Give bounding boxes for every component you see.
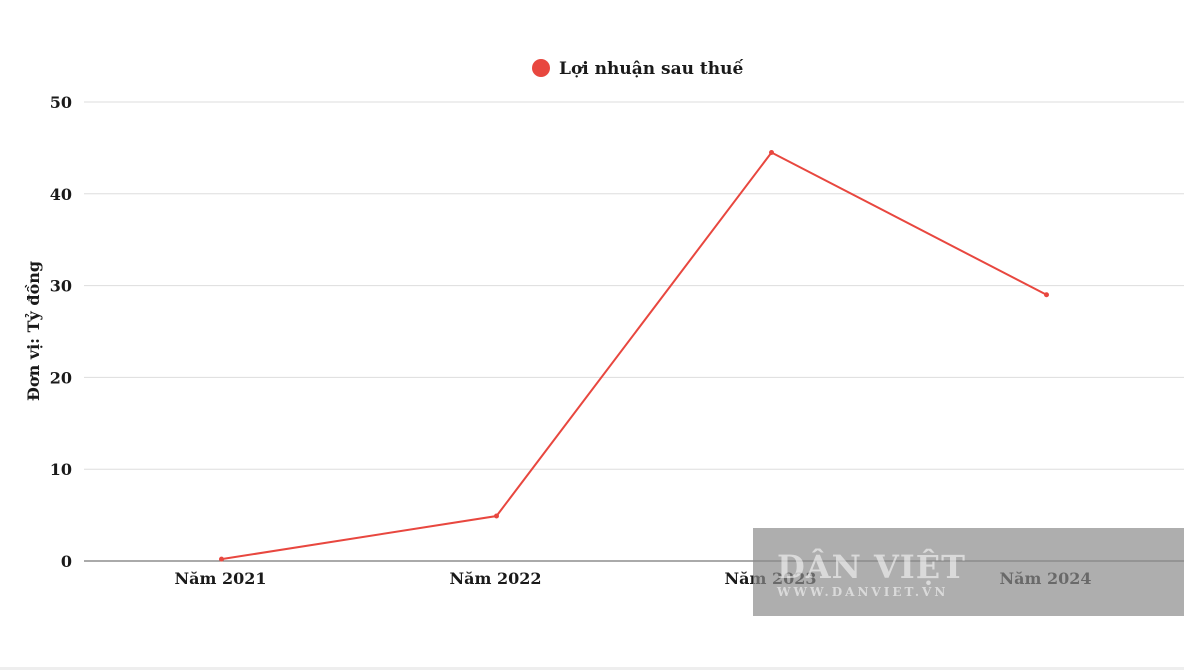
data-point bbox=[1044, 292, 1049, 298]
watermark-box bbox=[753, 528, 1184, 616]
y-tick-label: 10 bbox=[50, 460, 72, 479]
watermark-url-text: WWW.DANVIET.VN bbox=[776, 585, 948, 599]
x-tick-label: Năm 2021 bbox=[174, 569, 266, 588]
y-axis-ticks: 0 10 20 30 40 50 bbox=[50, 93, 72, 571]
series-layer bbox=[219, 149, 1049, 562]
watermark: DÂN VIỆT WWW.DANVIET.VN bbox=[753, 528, 1184, 616]
data-point bbox=[494, 513, 499, 519]
grid-lines bbox=[84, 101, 1184, 562]
y-tick-label: 0 bbox=[61, 552, 72, 571]
y-tick-label: 30 bbox=[50, 277, 72, 296]
data-point bbox=[219, 556, 224, 562]
y-axis-label: Đơn vị: Tỷ đồng bbox=[24, 261, 43, 401]
data-point bbox=[769, 149, 774, 155]
y-tick-label: 40 bbox=[50, 185, 72, 204]
watermark-logo-text: DÂN VIỆT bbox=[777, 548, 966, 586]
y-tick-label: 20 bbox=[50, 368, 72, 387]
legend-swatch bbox=[532, 59, 550, 77]
y-tick-label: 50 bbox=[50, 93, 72, 112]
series-line bbox=[221, 151, 1047, 561]
legend-label: Lợi nhuận sau thuế bbox=[559, 59, 743, 79]
legend: Lợi nhuận sau thuế bbox=[532, 59, 743, 79]
x-tick-label: Năm 2022 bbox=[449, 569, 541, 588]
bottom-divider bbox=[0, 667, 1184, 670]
